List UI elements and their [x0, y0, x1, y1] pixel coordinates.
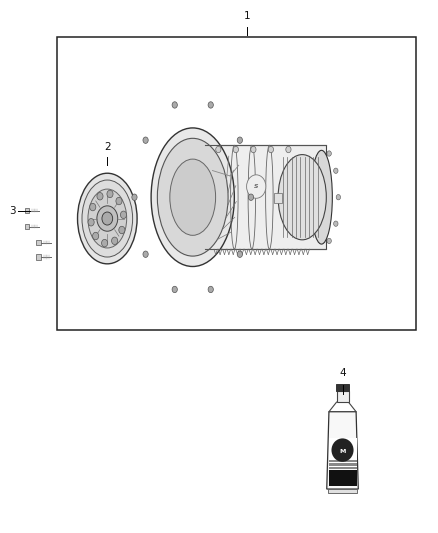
- Polygon shape: [327, 411, 358, 489]
- Circle shape: [97, 192, 103, 200]
- Bar: [205, 145, 325, 249]
- Circle shape: [112, 237, 118, 245]
- Ellipse shape: [82, 180, 133, 257]
- Circle shape: [97, 206, 118, 231]
- Circle shape: [143, 251, 148, 257]
- Circle shape: [172, 286, 177, 293]
- Bar: [57, 37, 416, 330]
- Text: S: S: [254, 184, 258, 189]
- Circle shape: [116, 197, 122, 205]
- Ellipse shape: [78, 173, 137, 264]
- Ellipse shape: [157, 138, 228, 256]
- Circle shape: [237, 137, 243, 143]
- Circle shape: [215, 146, 221, 152]
- Circle shape: [90, 203, 96, 211]
- Circle shape: [247, 175, 266, 198]
- Bar: [25, 208, 29, 213]
- Circle shape: [132, 194, 137, 200]
- Bar: [328, 470, 357, 486]
- Circle shape: [248, 194, 254, 200]
- Bar: [36, 240, 41, 245]
- Circle shape: [251, 146, 256, 152]
- Ellipse shape: [278, 155, 326, 240]
- Circle shape: [237, 251, 243, 257]
- Circle shape: [92, 232, 99, 240]
- Circle shape: [233, 146, 238, 152]
- Text: M: M: [339, 449, 346, 454]
- Circle shape: [286, 146, 291, 152]
- Ellipse shape: [151, 128, 234, 266]
- Bar: [25, 224, 29, 229]
- Ellipse shape: [311, 150, 332, 244]
- Circle shape: [143, 137, 148, 143]
- Text: 4: 4: [339, 368, 346, 378]
- Circle shape: [107, 190, 113, 198]
- Circle shape: [327, 151, 331, 156]
- Bar: [328, 463, 357, 466]
- Circle shape: [119, 227, 125, 234]
- Circle shape: [208, 102, 213, 108]
- Circle shape: [327, 238, 331, 244]
- Bar: [328, 459, 357, 462]
- Circle shape: [102, 239, 108, 247]
- Bar: [328, 489, 357, 494]
- Circle shape: [268, 146, 273, 152]
- Text: 1: 1: [244, 11, 251, 21]
- Circle shape: [88, 219, 94, 226]
- Circle shape: [334, 168, 338, 173]
- Ellipse shape: [332, 438, 353, 462]
- Circle shape: [120, 211, 127, 219]
- Bar: [336, 391, 349, 402]
- Bar: [328, 438, 357, 468]
- Circle shape: [208, 286, 213, 293]
- Circle shape: [336, 195, 340, 200]
- Circle shape: [102, 212, 113, 225]
- Bar: [336, 384, 350, 391]
- Circle shape: [334, 221, 338, 227]
- Ellipse shape: [170, 159, 215, 236]
- Bar: [328, 467, 357, 469]
- Circle shape: [172, 102, 177, 108]
- Bar: [36, 254, 41, 260]
- Ellipse shape: [88, 189, 127, 248]
- Text: 3: 3: [9, 206, 16, 215]
- Text: 2: 2: [104, 142, 111, 152]
- Bar: [274, 193, 282, 203]
